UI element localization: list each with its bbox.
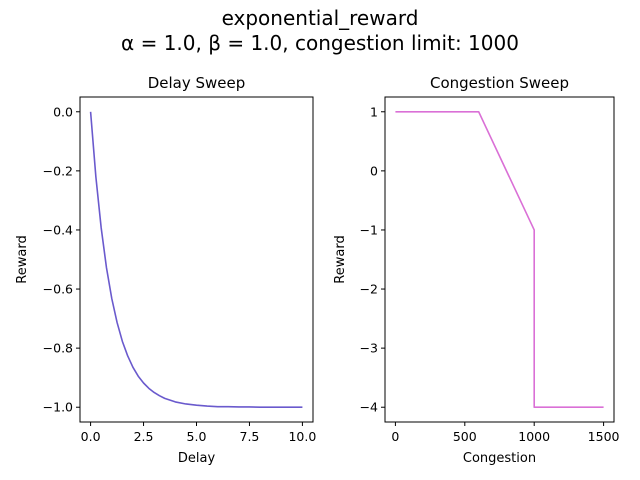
- congestion-y-tick-label: −1: [360, 222, 378, 237]
- congestion-sweep-chart: 0 500 1000 1500 1 0 −1 −2 −3 −4 Congestion Sweep Co…: [333, 74, 620, 466]
- delay-chart-title: Delay Sweep: [148, 74, 246, 92]
- congestion-axes-frame: [384, 96, 615, 423]
- delay-y-tick-label: −1.0: [43, 400, 73, 415]
- delay-y-tick-label: −0.8: [43, 341, 73, 356]
- congestion-y-tick-label: −3: [360, 341, 378, 356]
- delay-x-tick-label: 2.5: [134, 429, 154, 444]
- congestion-x-tick-label: 1500: [588, 429, 620, 444]
- delay-axes-frame: [79, 96, 314, 423]
- delay-y-tick-label: −0.6: [43, 282, 73, 297]
- delay-x-axis-label: Delay: [178, 451, 216, 466]
- congestion-y-tick-label: −2: [360, 282, 378, 297]
- delay-series-line-0: [89, 111, 303, 409]
- delay-x-tick-label: 5.0: [187, 429, 207, 444]
- figure-title-line1: exponential_reward: [222, 6, 419, 30]
- delay-x-tick-label: 0.0: [81, 429, 101, 444]
- delay-x-tick-label: 7.5: [240, 429, 260, 444]
- congestion-y-tick-label: 1: [370, 104, 378, 119]
- congestion-x-tick-label: 500: [453, 429, 477, 444]
- congestion-y-tick-label: −4: [360, 400, 378, 415]
- delay-y-axis-label: Reward: [15, 235, 30, 283]
- congestion-y-tick-label: 0: [370, 163, 378, 178]
- congestion-x-tick-label: 0: [391, 429, 399, 444]
- congestion-chart-title: Congestion Sweep: [430, 74, 569, 92]
- congestion-series-line-0: [395, 110, 604, 409]
- delay-y-tick-label: −0.4: [43, 222, 73, 237]
- delay-y-tick-label: −0.2: [43, 163, 73, 178]
- delay-x-tick-label: 10.0: [288, 429, 316, 444]
- congestion-x-tick-label: 1000: [518, 429, 550, 444]
- congestion-y-axis-label: Reward: [333, 235, 348, 283]
- figure-title-line2: α = 1.0, β = 1.0, congestion limit: 1000: [121, 31, 519, 55]
- congestion-x-axis-label: Congestion: [463, 451, 536, 466]
- delay-sweep-chart: 0.0 2.5 5.0 7.5 10.0 0.0 −0.2 −0.4 −0.6 −0.8 −1.0 D…: [15, 74, 316, 466]
- delay-y-tick-label: 0.0: [53, 104, 73, 119]
